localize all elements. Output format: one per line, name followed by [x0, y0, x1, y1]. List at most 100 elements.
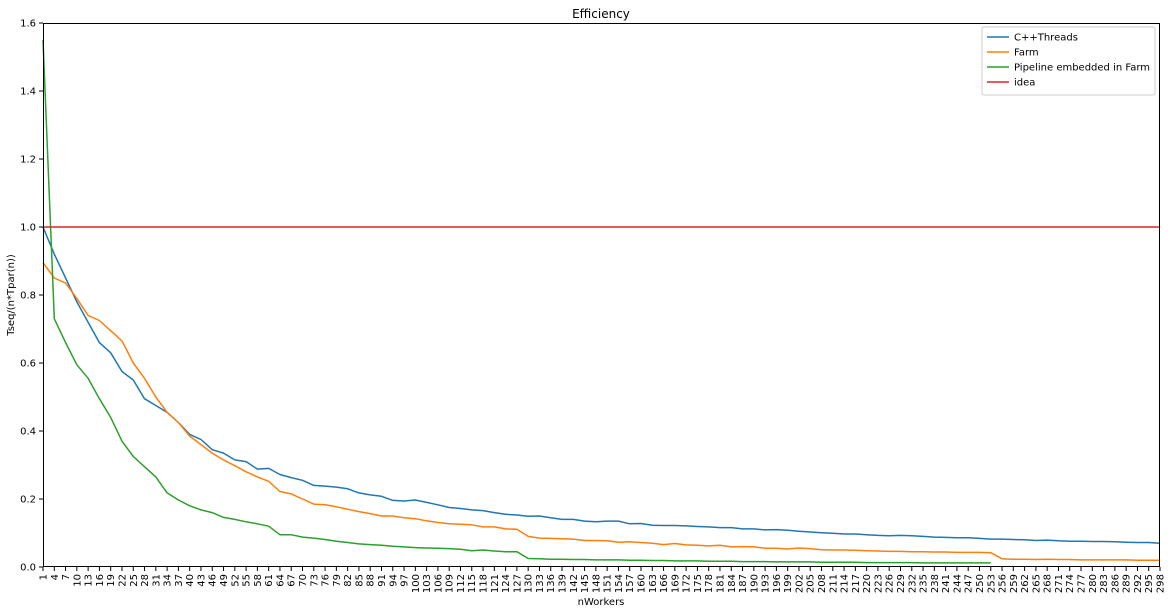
x-tick-label: 55: [242, 574, 253, 587]
x-tick-label: 58: [253, 574, 264, 587]
series-layer: [42, 39, 1161, 564]
x-tick-label: 295: [1144, 574, 1155, 593]
x-tick-label: 256: [998, 574, 1009, 593]
legend-box: [981, 26, 1156, 96]
x-tick-label: 64: [275, 574, 286, 587]
x-tick-label: 88: [366, 574, 377, 587]
x-tick-label: 61: [264, 574, 275, 587]
x-axis-label: nWorkers: [578, 597, 625, 608]
x-tick-label: 157: [625, 574, 636, 593]
x-tick-label: 205: [806, 574, 817, 593]
y-tick-label: 0.0: [20, 563, 36, 574]
x-tick-label: 298: [1156, 574, 1167, 593]
x-tick-label: 13: [84, 574, 95, 587]
x-tick-label: 241: [941, 574, 952, 593]
series-line-1: [42, 262, 1160, 561]
x-tick-label: 25: [129, 574, 140, 587]
x-tick-label: 118: [479, 574, 490, 593]
x-tick-label: 271: [1054, 574, 1065, 593]
series-line-0: [42, 226, 1161, 544]
y-tick-label: 1.0: [20, 223, 36, 234]
x-tick-label: 262: [1020, 574, 1031, 593]
x-tick-label: 265: [1031, 574, 1042, 593]
x-tick-label: 112: [456, 574, 467, 593]
x-tick-label: 166: [659, 574, 670, 593]
x-tick-label: 115: [467, 574, 478, 593]
x-tick-label: 199: [783, 574, 794, 593]
x-tick-label: 289: [1122, 574, 1133, 593]
x-tick-label: 244: [952, 574, 963, 593]
x-tick-label: 97: [400, 574, 411, 587]
x-tick-label: 184: [727, 574, 738, 593]
x-tick-label: 217: [851, 574, 862, 593]
x-tick-label: 31: [151, 574, 162, 587]
y-axis: 0.0 0.2 0.4 0.6 0.8 1.0 1.2 1.4 1.6: [20, 19, 43, 574]
legend-label: Farm: [1014, 48, 1039, 59]
x-tick-label: 49: [219, 574, 230, 587]
legend: C++Threads Farm Pipeline embedded in Farm i…: [981, 26, 1156, 96]
y-tick-label: 0.6: [20, 359, 36, 370]
x-tick-label: 10: [72, 574, 83, 587]
x-tick-label: 76: [321, 574, 332, 587]
x-tick-label: 34: [163, 574, 174, 587]
y-tick-label: 0.4: [20, 427, 36, 438]
plot-frame: [43, 23, 1160, 567]
x-tick-label: 178: [704, 574, 715, 593]
x-tick-label: 7: [61, 574, 72, 580]
x-tick-label: 91: [377, 574, 388, 587]
x-tick-label: 187: [738, 574, 749, 593]
x-tick-label: 37: [174, 574, 185, 587]
x-tick-label: 202: [794, 574, 805, 593]
x-tick-label: 151: [603, 574, 614, 593]
x-tick-label: 250: [975, 574, 986, 593]
x-tick-label: 124: [501, 574, 512, 593]
y-tick-label: 1.2: [20, 155, 36, 166]
x-tick-label: 235: [919, 574, 930, 593]
x-tick-label: 160: [637, 574, 648, 593]
x-tick-label: 268: [1043, 574, 1054, 593]
x-tick-label: 19: [106, 574, 117, 587]
x-tick-label: 247: [964, 574, 975, 593]
series-line-2: [42, 39, 991, 564]
x-tick-label: 229: [896, 574, 907, 593]
legend-label: idea: [1014, 78, 1035, 89]
x-tick-label: 46: [208, 574, 219, 587]
chart-title: Efficiency: [572, 7, 630, 21]
x-tick-label: 226: [885, 574, 896, 593]
x-tick-label: 133: [535, 574, 546, 593]
y-tick-label: 0.8: [20, 291, 36, 302]
x-tick-label: 85: [354, 574, 365, 587]
x-tick-label: 16: [95, 574, 106, 587]
x-tick-label: 130: [524, 574, 535, 593]
legend-label: Pipeline embedded in Farm: [1014, 63, 1150, 74]
x-tick-label: 28: [140, 574, 151, 587]
x-tick-label: 67: [287, 574, 298, 587]
x-tick-label: 280: [1088, 574, 1099, 593]
x-tick-label: 163: [648, 574, 659, 593]
x-tick-label: 238: [930, 574, 941, 593]
x-tick-label: 169: [670, 574, 681, 593]
x-tick-label: 148: [591, 574, 602, 593]
y-tick-label: 0.2: [20, 495, 36, 506]
x-axis: 1 4 7 10 13 16 19 22 25 28 31 34 37 40 43 46 49 52 55 58 61 6…: [39, 567, 1167, 593]
x-tick-label: 220: [862, 574, 873, 593]
x-tick-label: 82: [343, 574, 354, 587]
x-tick-label: 175: [693, 574, 704, 593]
x-tick-label: 4: [50, 574, 61, 580]
x-tick-label: 52: [230, 574, 241, 587]
x-tick-label: 103: [422, 574, 433, 593]
x-tick-label: 127: [512, 574, 523, 593]
x-tick-label: 94: [388, 574, 399, 587]
x-tick-label: 253: [986, 574, 997, 593]
x-tick-label: 223: [873, 574, 884, 593]
x-tick-label: 211: [828, 574, 839, 593]
x-tick-label: 181: [716, 574, 727, 593]
x-tick-label: 79: [332, 574, 343, 587]
x-tick-label: 142: [569, 574, 580, 593]
x-tick-label: 22: [118, 574, 129, 587]
x-tick-label: 292: [1133, 574, 1144, 593]
x-tick-label: 214: [840, 574, 851, 593]
plot-background: [43, 23, 1160, 567]
x-tick-label: 277: [1077, 574, 1088, 593]
